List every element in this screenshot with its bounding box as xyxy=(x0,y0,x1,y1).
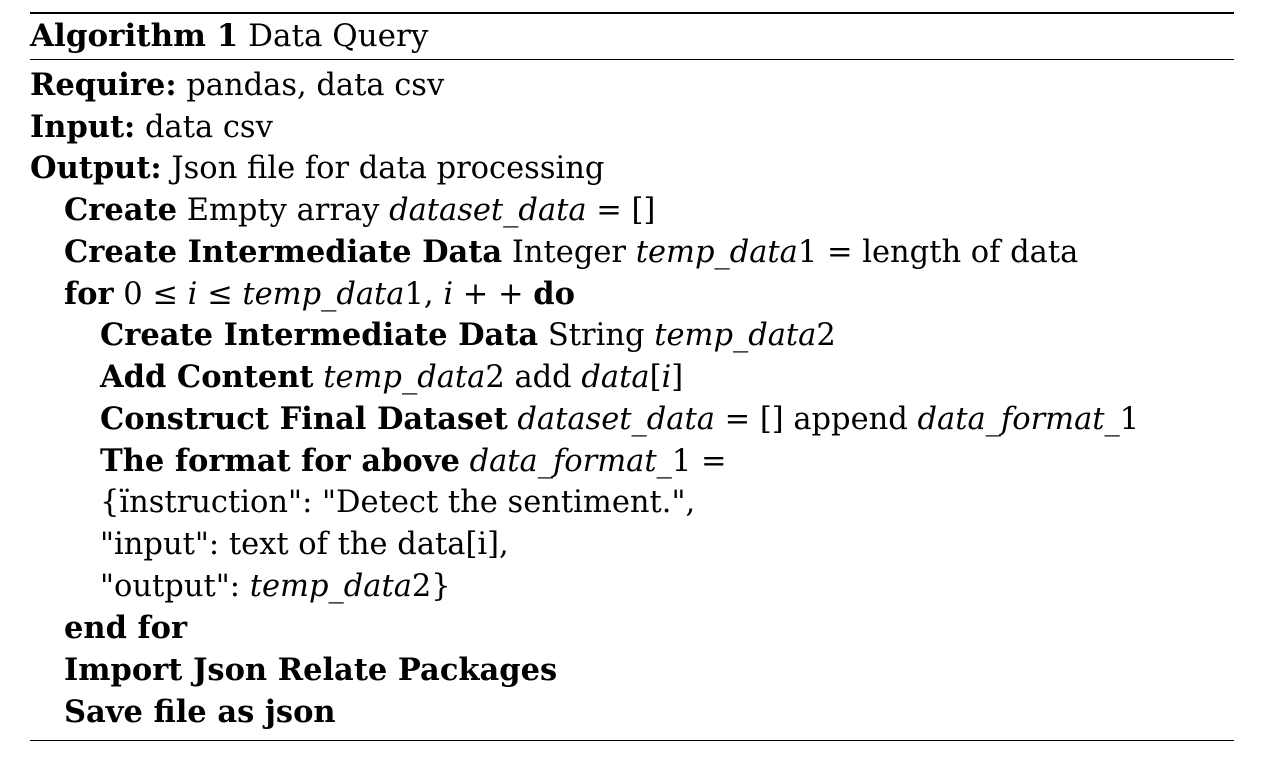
require-text: pandas, data csv xyxy=(186,68,445,103)
step-text: 2 add xyxy=(485,360,572,395)
step-format-output: "output": temp_data2} xyxy=(100,569,451,605)
do-keyword: do xyxy=(533,276,575,312)
title-rule xyxy=(30,59,1234,60)
step-create-array: Create Empty array dataset_data = [] xyxy=(64,192,655,229)
step-text: 1, xyxy=(404,277,434,312)
output-line: Output: Json file for data processing xyxy=(30,150,604,187)
step-import-packages: Import Json Relate Packages xyxy=(64,652,557,689)
step-math: data_format_ xyxy=(917,402,1120,437)
input-label: Input: xyxy=(30,109,136,145)
bottom-rule xyxy=(30,740,1234,741)
step-math: temp_data xyxy=(249,569,412,604)
step-create-string: Create Intermediate Data String temp_dat… xyxy=(100,317,836,354)
step-text: "input": text of the data[i], xyxy=(100,527,509,562)
step-format-input: "input": text of the data[i], xyxy=(100,527,509,563)
step-math: i xyxy=(187,277,198,312)
step-keyword: Create xyxy=(64,192,178,228)
end-for-keyword: end for xyxy=(64,610,188,646)
step-text: 0 ≤ xyxy=(123,277,178,312)
step-text: 1 = length of data xyxy=(797,235,1079,270)
step-text: 1 = xyxy=(671,444,727,479)
step-math: temp_data xyxy=(635,235,798,270)
step-text: 2 xyxy=(816,318,836,353)
step-text: ] xyxy=(671,360,684,395)
step-format: The format for above data_format_1 = xyxy=(100,443,727,480)
step-math: data_format_ xyxy=(469,444,672,479)
input-line: Input: data csv xyxy=(30,109,273,146)
step-text: 2} xyxy=(411,569,451,604)
step-text: [ xyxy=(649,360,662,395)
step-math: dataset_data xyxy=(389,193,587,228)
step-math: temp_data xyxy=(242,277,405,312)
step-text: 1 xyxy=(1119,402,1140,437)
step-save-file: Save file as json xyxy=(64,694,336,731)
step-end-for: end for xyxy=(64,610,187,647)
step-text: = [] append xyxy=(724,402,908,437)
step-text: "output": xyxy=(100,569,241,604)
require-label: Require: xyxy=(30,67,177,103)
step-math: temp_data xyxy=(654,318,817,353)
step-create-integer: Create Intermediate Data Integer temp_da… xyxy=(64,234,1078,271)
step-math: dataset_data xyxy=(517,402,715,437)
step-for-loop: for 0 ≤ i ≤ temp_data1, i + + do xyxy=(64,276,575,313)
step-text: {ïnstruction": "Detect the sentiment.", xyxy=(100,485,696,520)
step-math: i xyxy=(443,277,454,312)
step-text: String xyxy=(547,318,645,353)
step-math: data xyxy=(581,360,650,395)
algorithm-title: Algorithm 1 Data Query xyxy=(30,18,428,54)
input-text: data csv xyxy=(145,110,273,145)
step-keyword: Import Json Relate Packages xyxy=(64,652,558,688)
step-keyword: Create Intermediate Data xyxy=(64,234,503,270)
step-keyword: Create Intermediate Data xyxy=(100,317,539,353)
step-text: ≤ xyxy=(207,277,233,312)
step-add-content: Add Content temp_data2 add data[i] xyxy=(100,359,683,396)
top-rule xyxy=(30,12,1234,14)
step-keyword: Add Content xyxy=(100,359,314,395)
step-math: i xyxy=(661,360,672,395)
step-keyword: Construct Final Dataset xyxy=(100,401,508,437)
algorithm-name: Data Query xyxy=(248,18,429,54)
for-keyword: for xyxy=(64,276,114,312)
step-keyword: Save file as json xyxy=(64,694,336,730)
step-text: Empty array xyxy=(186,193,380,228)
step-math: temp_data xyxy=(323,360,486,395)
step-construct-dataset: Construct Final Dataset dataset_data = [… xyxy=(100,401,1139,438)
output-label: Output: xyxy=(30,150,162,186)
step-format-instruction: {ïnstruction": "Detect the sentiment.", xyxy=(100,485,695,521)
step-keyword: The format for above xyxy=(100,443,460,479)
step-text: Integer xyxy=(511,235,627,270)
step-text: + + xyxy=(462,277,524,312)
step-text: = [] xyxy=(596,193,656,228)
algorithm-number: Algorithm 1 xyxy=(30,18,239,54)
output-text: Json file for data processing xyxy=(171,151,605,186)
require-line: Require: pandas, data csv xyxy=(30,67,444,104)
